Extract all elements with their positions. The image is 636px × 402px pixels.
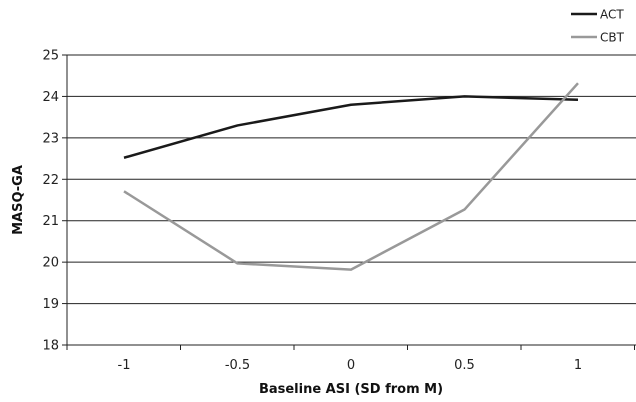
- legend-label-act: ACT: [600, 8, 624, 22]
- legend-label-cbt: CBT: [600, 31, 625, 45]
- x-tick-label: 0.5: [454, 358, 475, 373]
- series-group: [123, 82, 579, 271]
- y-tick-label: 21: [42, 214, 59, 229]
- x-ticks: -1 -0.5 0 0.5 1: [66, 345, 635, 373]
- y-tick-label: 23: [42, 131, 59, 146]
- y-tick-label: 20: [42, 256, 59, 271]
- x-tick-label: 1: [574, 358, 582, 373]
- series-line-cbt: [123, 82, 579, 271]
- x-tick-label: 0: [347, 358, 355, 373]
- y-axis-title: MASQ-GA: [11, 165, 26, 235]
- y-tick-label: 22: [42, 173, 59, 188]
- x-tick-label: -0.5: [225, 358, 250, 373]
- axes: [66, 55, 636, 346]
- x-axis-title: Baseline ASI (SD from M): [259, 382, 443, 397]
- y-tick-label: 19: [42, 297, 59, 312]
- y-ticks: 18 19 20 21 22 23 24 25: [42, 49, 67, 354]
- series-line-act: [123, 95, 579, 159]
- x-tick-label: -1: [118, 358, 131, 373]
- y-tick-label: 25: [42, 49, 59, 64]
- legend: ACT CBT: [571, 8, 625, 45]
- y-tick-label: 18: [42, 339, 59, 354]
- gridlines: [67, 54, 636, 305]
- y-tick-label: 24: [42, 90, 59, 105]
